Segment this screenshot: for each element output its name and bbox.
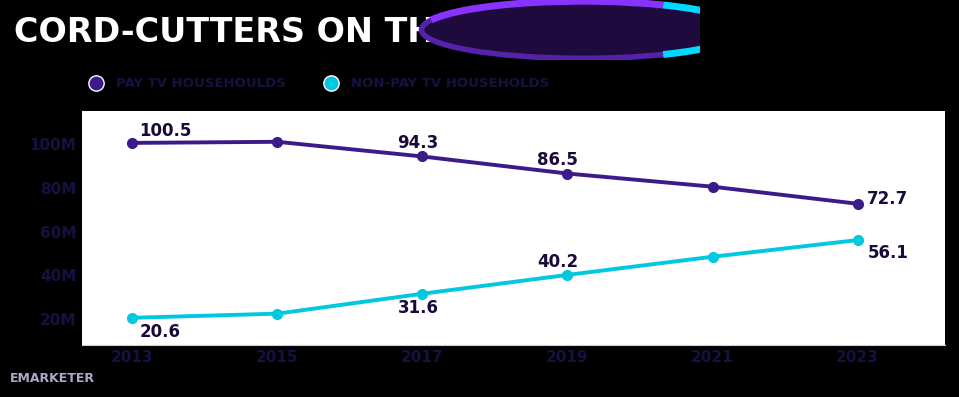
Text: 86.5: 86.5 [537, 151, 577, 169]
Text: 31.6: 31.6 [397, 299, 438, 317]
Text: 72.7: 72.7 [867, 190, 908, 208]
Text: 56.1: 56.1 [867, 244, 908, 262]
Text: 100.5: 100.5 [139, 122, 192, 140]
Text: PAY TV HOUSEHOULDS: PAY TV HOUSEHOULDS [116, 77, 287, 90]
Text: CORD-CUTTERS ON THE RISE: CORD-CUTTERS ON THE RISE [14, 16, 555, 49]
Circle shape [422, 1, 744, 58]
Text: 40.2: 40.2 [537, 252, 578, 271]
Text: 20.6: 20.6 [139, 323, 180, 341]
Text: 94.3: 94.3 [397, 134, 438, 152]
Text: EMARKETER: EMARKETER [10, 372, 95, 385]
Text: NON-PAY TV HOUSEHOLDS: NON-PAY TV HOUSEHOLDS [351, 77, 550, 90]
